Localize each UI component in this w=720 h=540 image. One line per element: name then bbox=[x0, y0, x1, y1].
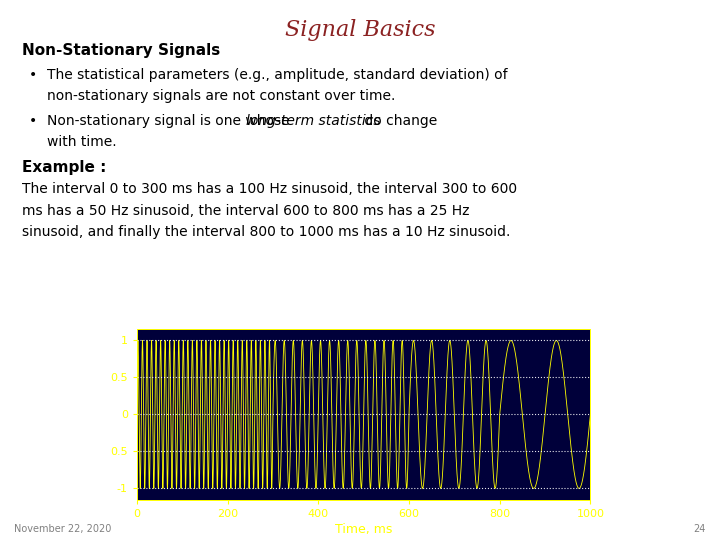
Text: Signal Basics: Signal Basics bbox=[284, 19, 436, 41]
Text: Non-Stationary Signals: Non-Stationary Signals bbox=[22, 43, 220, 58]
Text: Non-stationary signal is one whose: Non-stationary signal is one whose bbox=[47, 114, 294, 127]
Text: ms has a 50 Hz sinusoid, the interval 600 to 800 ms has a 25 Hz: ms has a 50 Hz sinusoid, the interval 60… bbox=[22, 204, 469, 218]
Text: 24: 24 bbox=[693, 523, 706, 534]
X-axis label: Time, ms: Time, ms bbox=[335, 523, 392, 536]
Text: Example :: Example : bbox=[22, 160, 106, 174]
Text: long-term statistics: long-term statistics bbox=[246, 114, 381, 127]
Text: non-stationary signals are not constant over time.: non-stationary signals are not constant … bbox=[47, 89, 395, 103]
Text: •: • bbox=[29, 114, 37, 127]
Text: do change: do change bbox=[360, 114, 438, 127]
Text: with time.: with time. bbox=[47, 135, 117, 149]
Text: The statistical parameters (e.g., amplitude, standard deviation) of: The statistical parameters (e.g., amplit… bbox=[47, 68, 508, 82]
Text: November 22, 2020: November 22, 2020 bbox=[14, 523, 112, 534]
Text: •: • bbox=[29, 68, 37, 82]
Text: The interval 0 to 300 ms has a 100 Hz sinusoid, the interval 300 to 600: The interval 0 to 300 ms has a 100 Hz si… bbox=[22, 183, 517, 197]
Text: sinusoid, and finally the interval 800 to 1000 ms has a 10 Hz sinusoid.: sinusoid, and finally the interval 800 t… bbox=[22, 225, 510, 239]
